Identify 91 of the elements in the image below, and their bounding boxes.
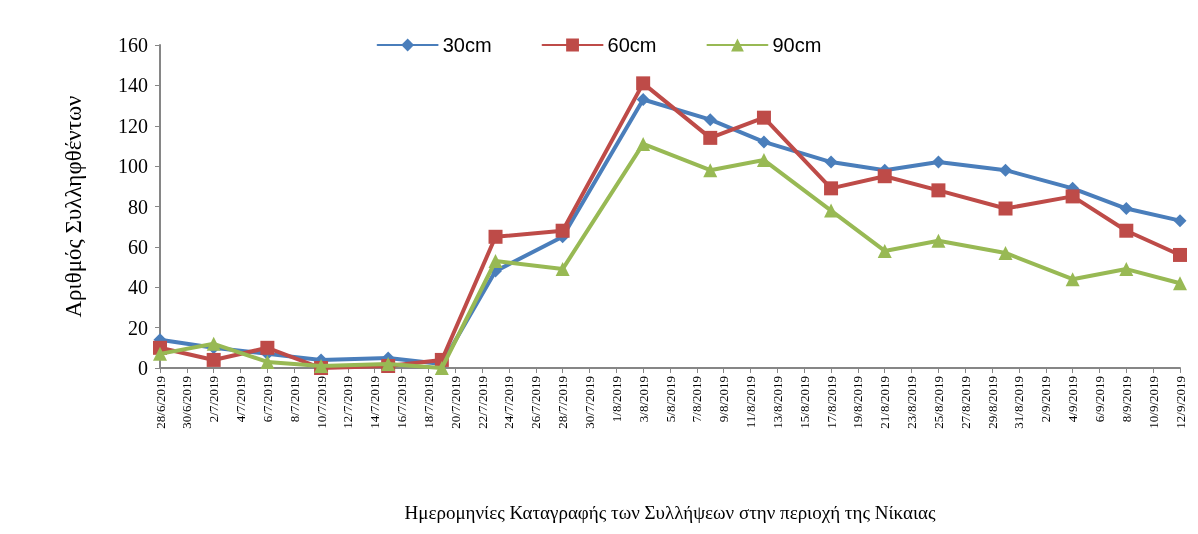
point [206,336,221,351]
point [998,245,1013,260]
x-tick-label: 8/9/2019 [1118,376,1134,423]
x-tick-label: 26/7/2019 [528,376,544,429]
point [824,203,839,218]
point [824,181,839,196]
x-tick-label: 3/8/2019 [635,376,651,423]
x-tick-label: 12/9/2019 [1172,376,1188,429]
point [1119,202,1133,216]
x-tick-label: 22/7/2019 [474,376,490,429]
x-tick-label: 10/9/2019 [1145,376,1161,429]
x-tick-label: 4/9/2019 [1065,376,1081,423]
point [1173,276,1187,291]
x-tick-label: 4/7/2019 [233,376,249,423]
point [555,262,570,277]
point [260,354,275,369]
x-tick-label: 15/8/2019 [796,376,812,429]
point [1119,262,1134,277]
point [636,136,651,151]
y-tick-label: 20 [128,316,148,339]
x-tick-label: 25/8/2019 [930,376,946,429]
point [1065,189,1080,204]
x-tick-label: 19/8/2019 [850,376,866,429]
point [260,340,275,355]
point [703,113,717,127]
x-tick-label: 1/8/2019 [608,376,624,423]
point [999,163,1013,177]
x-tick-label: 29/8/2019 [984,376,1000,429]
x-tick-label: 2/7/2019 [206,376,222,423]
legend-label: 60cm [607,34,657,56]
point [998,201,1013,216]
y-tick-label: 0 [138,357,148,379]
y-tick-label: 100 [118,155,148,178]
x-tick-label: 31/8/2019 [1011,376,1027,429]
y-tick-label: 60 [128,235,148,258]
y-tick-label: 140 [118,74,148,97]
point [931,155,945,169]
point [1173,214,1187,228]
point [931,233,946,248]
point [877,169,892,184]
x-axis-title: Ημερομηνίες Καταγραφής των Συλλήψεων στην περιοχή της Νίκαιας [404,502,936,523]
point [488,254,503,269]
y-tick-label: 120 [118,114,148,137]
x-tick-label: 27/8/2019 [957,376,973,429]
point [756,110,771,125]
point [1065,272,1080,287]
x-tick-label: 10/7/2019 [313,376,329,429]
y-tick-label: 40 [128,276,148,299]
y-axis-title: Αριθμός Συλληφθέντων [61,95,86,318]
x-tick-label: 7/8/2019 [689,376,705,423]
x-tick-label: 28/7/2019 [555,376,571,429]
point [434,361,449,375]
x-tick-label: 6/9/2019 [1091,376,1107,423]
point [488,229,503,244]
x-tick-label: 24/7/2019 [501,376,517,429]
x-tick-label: 17/8/2019 [823,376,839,429]
y-tick-label: 80 [128,195,148,218]
point [636,76,651,91]
x-tick-label: 9/8/2019 [716,376,732,423]
x-tick-label: 28/6/2019 [152,376,168,429]
point [931,183,946,198]
x-tick-label: 16/7/2019 [394,376,410,429]
x-tick-label: 6/7/2019 [259,376,275,423]
x-tick-label: 30/7/2019 [581,376,597,429]
x-tick-label: 18/7/2019 [420,376,436,429]
legend-label: 90cm [772,34,822,56]
x-tick-label: 12/7/2019 [340,376,356,429]
point [757,135,771,149]
point [206,352,221,367]
point [877,243,892,258]
point [555,223,570,238]
y-tick-label: 160 [118,34,148,56]
point [703,130,718,145]
point [636,93,650,107]
point [1119,223,1134,238]
x-tick-label: 21/8/2019 [877,376,893,429]
point [824,155,838,169]
x-tick-label: 2/9/2019 [1038,376,1054,423]
point [153,346,167,361]
x-tick-label: 5/8/2019 [662,376,678,423]
x-tick-label: 23/8/2019 [904,376,920,429]
x-tick-label: 8/7/2019 [286,376,302,423]
x-tick-label: 20/7/2019 [447,376,463,429]
x-tick-label: 11/8/2019 [743,376,759,429]
point [756,153,771,168]
point [1173,247,1187,262]
point [703,163,718,178]
x-tick-label: 30/6/2019 [179,376,195,429]
legend-label: 30cm [442,34,492,56]
x-tick-label: 13/8/2019 [769,376,785,429]
x-tick-label: 14/7/2019 [367,376,383,429]
